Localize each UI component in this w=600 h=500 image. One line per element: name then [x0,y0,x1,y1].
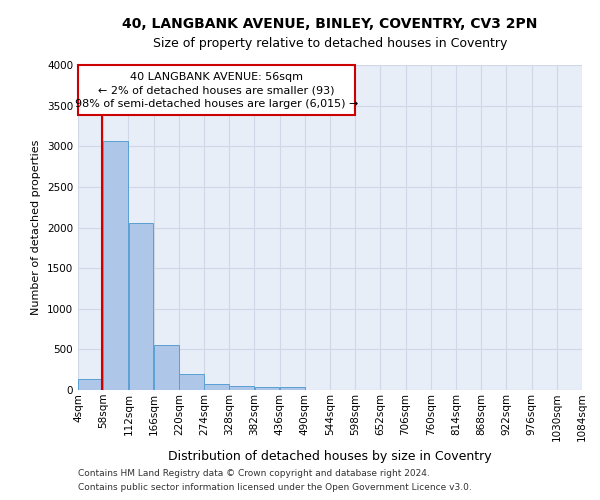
Bar [78,380,103,390]
Text: Size of property relative to detached houses in Coventry: Size of property relative to detached ho… [153,38,507,51]
Bar [204,384,229,390]
Bar [103,142,128,390]
Bar [78,65,355,116]
Text: 40 LANGBANK AVENUE: 56sqm: 40 LANGBANK AVENUE: 56sqm [130,72,303,82]
Text: ← 2% of detached houses are smaller (93): ← 2% of detached houses are smaller (93) [98,85,335,95]
Bar [179,374,204,390]
Bar [254,387,280,390]
X-axis label: Distribution of detached houses by size in Coventry: Distribution of detached houses by size … [168,450,492,462]
Bar [128,222,154,390]
Text: Contains public sector information licensed under the Open Government Licence v3: Contains public sector information licen… [78,484,472,492]
Bar [280,387,305,390]
Bar [229,386,254,390]
Bar [154,344,179,390]
Text: 40, LANGBANK AVENUE, BINLEY, COVENTRY, CV3 2PN: 40, LANGBANK AVENUE, BINLEY, COVENTRY, C… [122,18,538,32]
Text: Contains HM Land Registry data © Crown copyright and database right 2024.: Contains HM Land Registry data © Crown c… [78,468,430,477]
Y-axis label: Number of detached properties: Number of detached properties [31,140,41,315]
Text: 98% of semi-detached houses are larger (6,015) →: 98% of semi-detached houses are larger (… [75,99,358,109]
